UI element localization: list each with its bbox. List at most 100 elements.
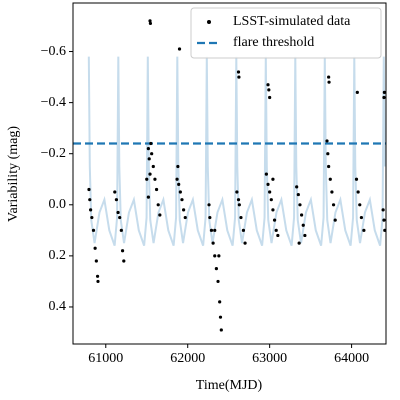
x-tick-label: 64000 — [334, 351, 369, 366]
x-tick-label: 61000 — [88, 351, 123, 366]
y-tick-label: 0.4 — [49, 299, 67, 314]
data-point — [235, 190, 239, 194]
data-point — [146, 195, 150, 199]
data-point — [219, 328, 223, 332]
data-point — [147, 157, 151, 161]
y-axis-label: Variability (mag) — [6, 126, 21, 222]
data-point — [333, 218, 337, 222]
data-point — [239, 215, 243, 220]
data-point — [118, 215, 122, 220]
x-tick-label: 63000 — [252, 351, 287, 366]
data-point — [327, 80, 331, 84]
legend-label: LSST-simulated data — [233, 14, 351, 29]
data-point — [213, 228, 217, 232]
data-point — [89, 208, 93, 212]
data-point — [216, 279, 220, 284]
data-point — [148, 172, 152, 176]
data-point — [268, 190, 272, 194]
data-point — [382, 95, 386, 100]
data-point — [236, 70, 241, 74]
data-point — [151, 164, 155, 169]
data-point — [217, 254, 221, 258]
data-point — [298, 203, 302, 207]
data-point — [241, 228, 246, 232]
data-point — [271, 208, 275, 212]
data-point — [122, 259, 126, 263]
data-point — [149, 141, 153, 146]
data-point — [88, 198, 92, 202]
x-tick-label: 62000 — [170, 351, 205, 366]
data-point — [301, 223, 305, 227]
data-point — [114, 198, 119, 202]
data-point — [264, 172, 268, 176]
y-tick-label: −0.6 — [41, 44, 66, 59]
data-point — [154, 187, 159, 192]
data-point — [182, 208, 186, 212]
y-tick-label: 0.0 — [49, 197, 67, 212]
data-point — [271, 177, 275, 181]
data-point — [116, 210, 120, 215]
data-point — [208, 215, 212, 220]
data-point — [180, 198, 184, 202]
data-point — [296, 192, 300, 197]
data-point — [218, 315, 223, 319]
legend-label: flare threshold — [233, 35, 314, 50]
data-point — [276, 233, 280, 238]
data-point — [156, 203, 160, 207]
data-point — [218, 300, 222, 304]
data-point — [382, 218, 386, 222]
data-point — [119, 228, 123, 232]
data-point — [148, 19, 152, 23]
data-point — [269, 198, 273, 202]
data-point — [362, 228, 366, 232]
data-point — [213, 254, 217, 258]
data-point — [330, 190, 334, 194]
legend-marker — [207, 20, 211, 24]
data-point — [91, 228, 96, 232]
data-point — [93, 246, 97, 250]
y-tick-label: −0.4 — [41, 95, 66, 110]
data-point — [183, 215, 187, 220]
data-point — [236, 198, 241, 202]
data-point — [327, 164, 331, 169]
data-point — [96, 279, 100, 284]
data-point — [267, 88, 271, 92]
data-point — [382, 90, 386, 95]
data-point — [359, 215, 364, 220]
data-point — [243, 241, 247, 245]
data-point — [274, 228, 278, 232]
data-point — [150, 152, 154, 156]
data-point — [328, 177, 332, 181]
data-point — [358, 203, 362, 207]
data-point — [381, 208, 385, 212]
data-point — [268, 95, 272, 100]
data-point — [266, 182, 270, 186]
data-point — [356, 190, 360, 194]
data-point — [146, 146, 150, 151]
data-point — [177, 47, 182, 51]
data-point — [158, 213, 162, 217]
data-point — [178, 190, 182, 194]
data-point — [176, 164, 180, 169]
data-point — [297, 241, 301, 245]
data-point — [145, 177, 149, 181]
data-point — [175, 177, 179, 181]
data-point — [355, 90, 359, 95]
data-point — [325, 139, 329, 143]
y-tick-label: 0.2 — [49, 248, 67, 263]
data-point — [148, 21, 153, 26]
data-point — [266, 83, 270, 87]
data-point — [303, 233, 307, 238]
data-point — [237, 203, 241, 207]
y-tick-label: −0.2 — [41, 146, 66, 161]
data-point — [177, 182, 181, 186]
data-point — [237, 75, 241, 79]
data-point — [209, 228, 214, 232]
data-point — [94, 259, 98, 263]
data-point — [87, 187, 91, 192]
data-point — [95, 274, 100, 278]
data-point — [272, 218, 277, 222]
data-point — [326, 152, 330, 156]
data-point — [331, 203, 336, 207]
data-point — [354, 177, 359, 181]
